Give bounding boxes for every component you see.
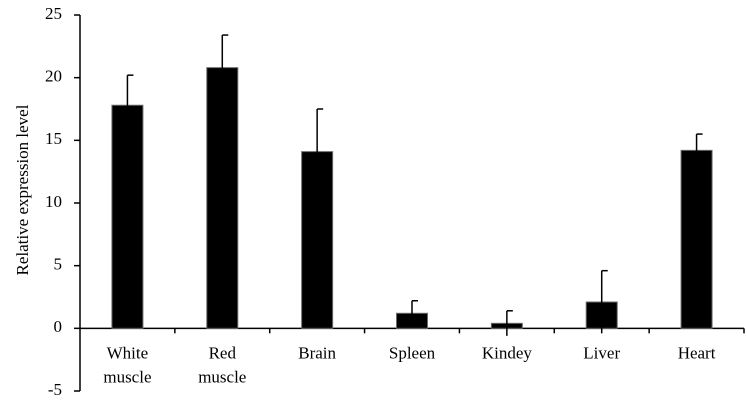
y-tick-label: 20 [45, 67, 62, 86]
x-tick-label: Brain [298, 343, 336, 362]
x-tick-label: Spleen [389, 343, 436, 362]
x-tick-label: Heart [678, 343, 716, 362]
bar [206, 67, 239, 329]
x-tick-label: Red muscle [198, 343, 246, 386]
bar [111, 104, 144, 329]
y-tick-label: 0 [54, 317, 63, 336]
bar [680, 149, 713, 329]
x-tick-label: Liver [583, 343, 620, 362]
y-tick-label: 15 [45, 129, 62, 148]
x-tick-label: Kindey [482, 343, 533, 362]
y-tick-label: 25 [45, 4, 62, 23]
plot-area: -5 0 5 10 15 20 25 White muscle Red muscle Brain Spl… [45, 4, 745, 399]
y-axis-title: Relative expression level [13, 104, 32, 275]
y-tick-label: -5 [48, 380, 62, 399]
x-tick-label: White muscle [103, 343, 151, 386]
y-tick-label: 5 [54, 255, 63, 274]
y-tick-label: 10 [45, 192, 62, 211]
